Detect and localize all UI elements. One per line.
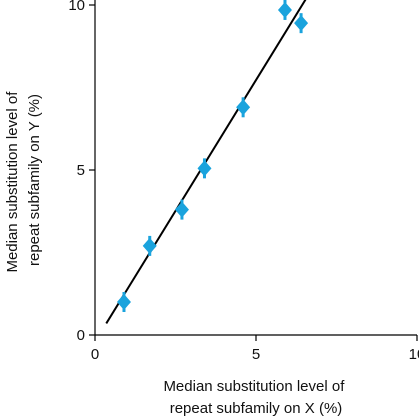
x-tick-label: 5	[252, 346, 260, 363]
x-axis-title-line-1: Median substitution level of	[163, 378, 345, 395]
y-axis-title: Median substitution level of repeat subf…	[4, 87, 43, 272]
data-point	[197, 158, 212, 179]
y-axis-ticks: 0 5 10	[68, 0, 95, 344]
y-axis-title-line-2: repeat subfamily on Y (%)	[26, 94, 43, 266]
y-tick-label: 0	[77, 327, 85, 344]
x-axis-ticks: 0 5 10	[91, 335, 419, 363]
data-point	[174, 199, 189, 220]
data-point-marker	[277, 1, 292, 18]
data-point	[236, 97, 251, 118]
x-tick-label: 10	[409, 346, 419, 363]
plot-area: 0 5 10 0 5 10	[68, 0, 419, 363]
x-tick-label: 0	[91, 346, 99, 363]
x-axis-title: Median substitution level of repeat subf…	[163, 378, 348, 417]
data-point	[142, 235, 157, 256]
data-point-marker	[142, 237, 157, 254]
y-tick-label: 10	[68, 0, 85, 14]
regression-line	[105, 0, 307, 324]
data-point-marker	[294, 15, 309, 32]
y-axis-title-line-1: Median substitution level of	[4, 91, 21, 273]
data-point	[116, 292, 131, 312]
data-point	[277, 0, 292, 20]
data-points	[116, 0, 309, 312]
data-point	[294, 13, 309, 34]
data-point-marker	[174, 201, 189, 218]
data-point-marker	[197, 160, 212, 177]
data-point-marker	[116, 294, 131, 310]
x-axis-title-line-2: repeat subfamily on X (%)	[170, 400, 343, 417]
y-tick-label: 5	[77, 162, 85, 179]
data-point-marker	[236, 99, 251, 116]
